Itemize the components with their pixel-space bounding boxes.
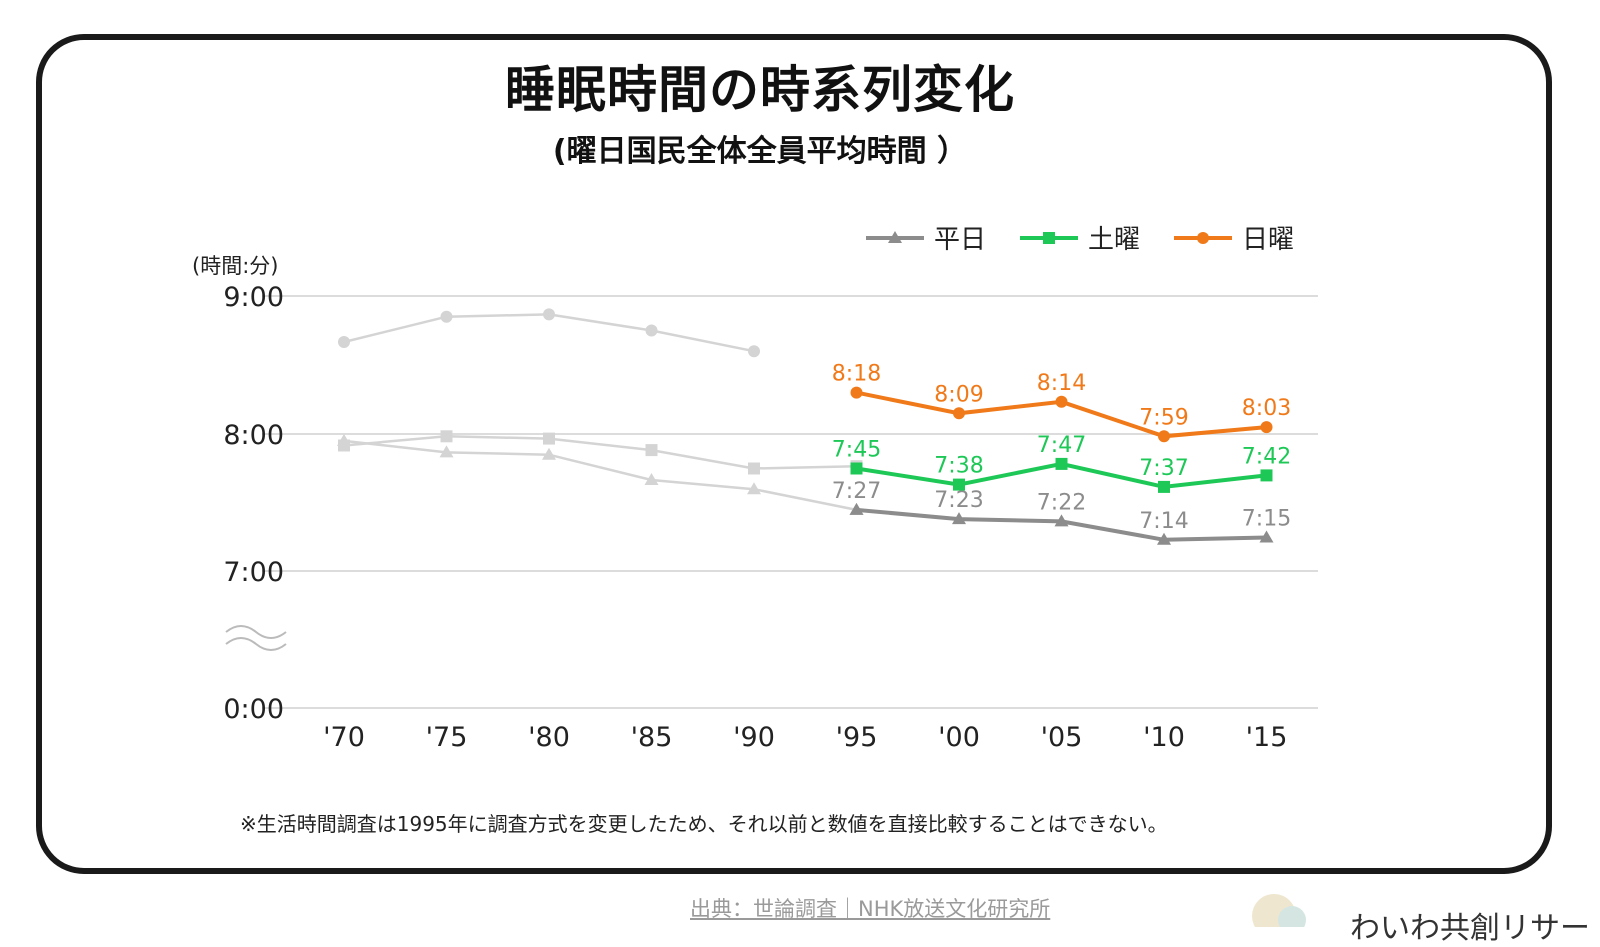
old-series-point (338, 336, 350, 348)
axis-break-mark (225, 637, 287, 651)
data-label: 8:14 (1037, 371, 1086, 396)
x-tick-label: '90 (733, 722, 775, 753)
x-tick-label: '95 (836, 722, 878, 753)
data-label: 7:15 (1242, 507, 1291, 532)
old-series-point (543, 308, 555, 321)
series-point (1055, 395, 1068, 408)
data-label: 7:27 (832, 479, 881, 504)
old-series-point (439, 445, 454, 458)
series-point (1260, 469, 1273, 482)
x-tick-label: '00 (938, 722, 980, 753)
x-tick-label: '80 (528, 722, 570, 753)
data-label: 7:42 (1242, 444, 1291, 469)
chart-subtitle: (曜日国民全体全員平均時間 ） (552, 134, 968, 169)
chart-title: 睡眠時間の時系列変化 (505, 61, 1015, 119)
brand-logo-icon (1252, 894, 1306, 927)
line-chart: 9:00 8:00 7:00 0:00 (時間:分) '70 '75 '80 '85 '90 '95… (192, 225, 1318, 753)
legend-marker (1197, 232, 1209, 244)
y-axis-unit-label: (時間:分) (192, 254, 278, 278)
old-series-point (440, 430, 453, 443)
old-series-point (645, 324, 658, 337)
series-point (850, 462, 863, 475)
series-point (952, 512, 966, 525)
old-series-line (343, 435, 857, 470)
brand-name: わいわ共創リサー (1350, 911, 1590, 946)
y-tick-label: 0:00 (223, 694, 284, 725)
data-label: 7:22 (1037, 490, 1086, 515)
x-tick-label: '15 (1246, 722, 1288, 753)
y-tick-label: 9:00 (223, 282, 284, 313)
legend-marker (1043, 232, 1055, 244)
series-point (953, 407, 965, 420)
legend-label: 平日 (934, 225, 986, 255)
data-label: 8:03 (1242, 396, 1291, 421)
old-series-point (542, 447, 556, 460)
data-label: 7:37 (1139, 456, 1188, 481)
old-series-point (747, 482, 761, 495)
data-label: 8:18 (832, 362, 881, 387)
series-point (850, 386, 863, 399)
data-label: 7:45 (832, 438, 881, 463)
x-tick-label: '05 (1041, 722, 1083, 753)
data-label: 7:14 (1139, 509, 1188, 534)
y-tick-label: 8:00 (223, 420, 284, 451)
data-label: 7:38 (934, 454, 983, 479)
chart-frame (36, 34, 1552, 874)
data-label: 7:47 (1037, 433, 1086, 458)
x-tick-label: '70 (323, 722, 365, 753)
series-point (1157, 532, 1171, 545)
old-series-point (645, 444, 658, 457)
x-tick-label: '10 (1143, 722, 1185, 753)
series-point (1259, 530, 1274, 543)
source-link[interactable]: 出典：世論調査｜NHK放送文化研究所 (690, 897, 1051, 921)
data-label: 7:23 (934, 488, 983, 513)
old-series-point (644, 473, 659, 485)
legend-label: 日曜 (1242, 225, 1294, 255)
series-point (1158, 480, 1170, 493)
y-tick-label: 7:00 (223, 557, 284, 588)
old-series-point (748, 462, 760, 475)
footnote: ※生活時間調査は1995年に調査方式を変更したため、それ以前と数値を直接比較する… (240, 812, 1168, 836)
old-series-point (440, 310, 453, 323)
data-label: 8:09 (934, 382, 983, 407)
series-point (953, 478, 965, 491)
x-tick-label: '85 (631, 722, 673, 753)
series-point (1260, 421, 1273, 434)
old-series-point (338, 439, 350, 452)
old-series-point (543, 432, 555, 445)
old-series-line (343, 439, 857, 512)
series-point (849, 502, 864, 515)
old-series-point (748, 345, 760, 358)
data-label: 7:59 (1139, 405, 1188, 430)
axis-break-mark (225, 625, 287, 639)
x-tick-label: '75 (426, 722, 468, 753)
series-point (1055, 457, 1068, 470)
legend-marker (888, 231, 902, 243)
series-point (1158, 430, 1170, 443)
series-point (1054, 514, 1069, 527)
legend-label: 土曜 (1088, 225, 1140, 255)
